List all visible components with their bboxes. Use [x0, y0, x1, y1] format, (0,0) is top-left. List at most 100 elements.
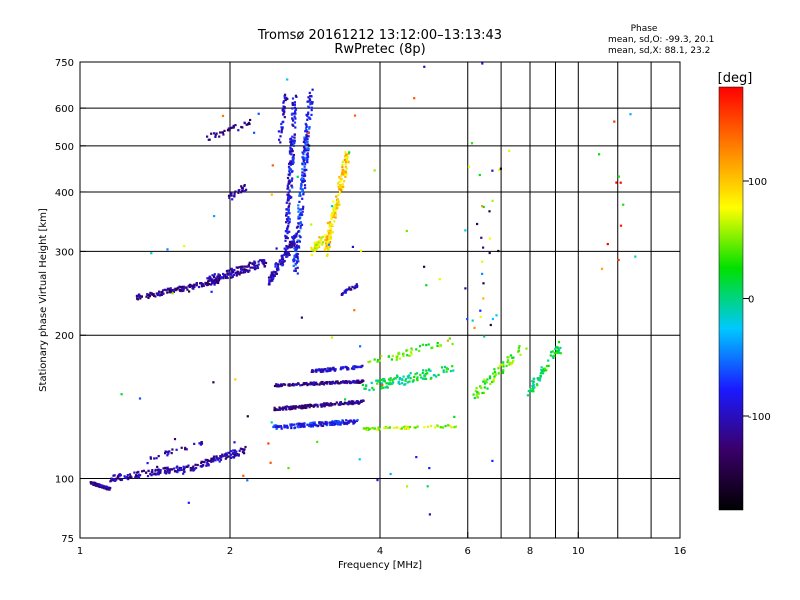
data-point — [156, 293, 159, 296]
data-point — [110, 479, 113, 482]
x-tick-label: 2 — [227, 546, 233, 557]
data-point — [517, 349, 520, 352]
data-point — [227, 129, 230, 132]
data-point — [310, 109, 313, 112]
data-point — [145, 295, 148, 298]
data-point — [396, 374, 399, 377]
data-point — [292, 260, 295, 263]
data-point — [277, 384, 280, 387]
data-point — [416, 376, 419, 379]
data-point — [413, 426, 416, 429]
data-point — [219, 458, 223, 461]
data-point — [301, 177, 304, 180]
data-point — [464, 287, 467, 290]
data-point — [396, 375, 399, 378]
data-point — [346, 156, 349, 159]
data-point — [341, 168, 344, 171]
data-point — [286, 255, 289, 258]
data-point — [337, 203, 340, 206]
data-point — [326, 253, 329, 256]
data-point — [150, 292, 153, 295]
data-point — [557, 350, 560, 353]
data-point — [308, 116, 311, 119]
data-point — [261, 261, 264, 264]
data-point — [338, 422, 341, 425]
data-point — [146, 462, 149, 465]
data-point — [322, 404, 325, 407]
data-point — [288, 182, 291, 185]
data-point — [475, 387, 478, 390]
data-point — [408, 380, 411, 383]
data-point — [217, 273, 220, 276]
data-point — [411, 380, 414, 383]
data-point — [166, 450, 169, 454]
data-point — [298, 234, 301, 237]
data-point — [354, 420, 357, 423]
data-point — [415, 372, 419, 375]
data-point — [481, 62, 484, 65]
data-point — [295, 405, 298, 408]
data-point — [398, 382, 401, 386]
data-point — [301, 163, 304, 166]
data-point — [293, 244, 296, 247]
data-point — [301, 383, 304, 387]
data-point — [483, 335, 486, 338]
data-point — [166, 454, 169, 457]
data-point — [270, 272, 273, 275]
data-point — [429, 377, 432, 380]
data-point — [347, 380, 350, 383]
data-point — [312, 405, 315, 408]
data-point — [402, 426, 405, 429]
data-point — [187, 501, 190, 504]
data-point — [339, 184, 342, 187]
data-point — [290, 179, 293, 182]
data-point — [231, 275, 234, 278]
data-point — [164, 469, 167, 473]
data-point — [348, 380, 351, 383]
data-point — [161, 292, 165, 295]
data-point — [248, 122, 251, 126]
data-point — [175, 288, 178, 291]
data-point — [288, 170, 291, 173]
data-point — [304, 130, 307, 133]
data-point — [283, 107, 286, 110]
data-point — [275, 383, 278, 386]
data-point — [488, 377, 492, 380]
data-point — [399, 427, 402, 430]
data-point — [531, 384, 534, 388]
data-point — [526, 394, 529, 397]
data-point — [169, 289, 172, 292]
data-point — [446, 367, 449, 370]
data-point — [556, 351, 559, 354]
data-point — [502, 361, 505, 364]
data-point — [284, 98, 287, 101]
data-point — [348, 400, 351, 403]
data-point — [288, 241, 292, 244]
data-point — [501, 371, 505, 374]
data-point — [222, 277, 225, 280]
data-point — [478, 173, 481, 177]
data-point — [290, 244, 293, 247]
data-point — [307, 403, 310, 407]
data-point — [540, 369, 543, 372]
data-point — [543, 369, 547, 372]
data-point — [301, 181, 304, 184]
data-point — [282, 383, 285, 386]
data-point — [150, 474, 153, 477]
data-point — [286, 232, 289, 235]
data-point — [489, 382, 492, 386]
data-point — [308, 406, 311, 409]
data-point — [296, 257, 299, 260]
data-point — [193, 285, 196, 288]
data-point — [165, 471, 168, 474]
data-point — [406, 354, 409, 357]
data-point — [334, 216, 337, 219]
data-point — [354, 284, 357, 288]
data-point — [540, 366, 543, 369]
data-point — [232, 453, 235, 456]
data-point — [309, 100, 313, 104]
data-point — [297, 230, 300, 233]
data-point — [316, 440, 319, 443]
x-tick-label: 4 — [377, 546, 383, 557]
data-point — [402, 352, 405, 355]
